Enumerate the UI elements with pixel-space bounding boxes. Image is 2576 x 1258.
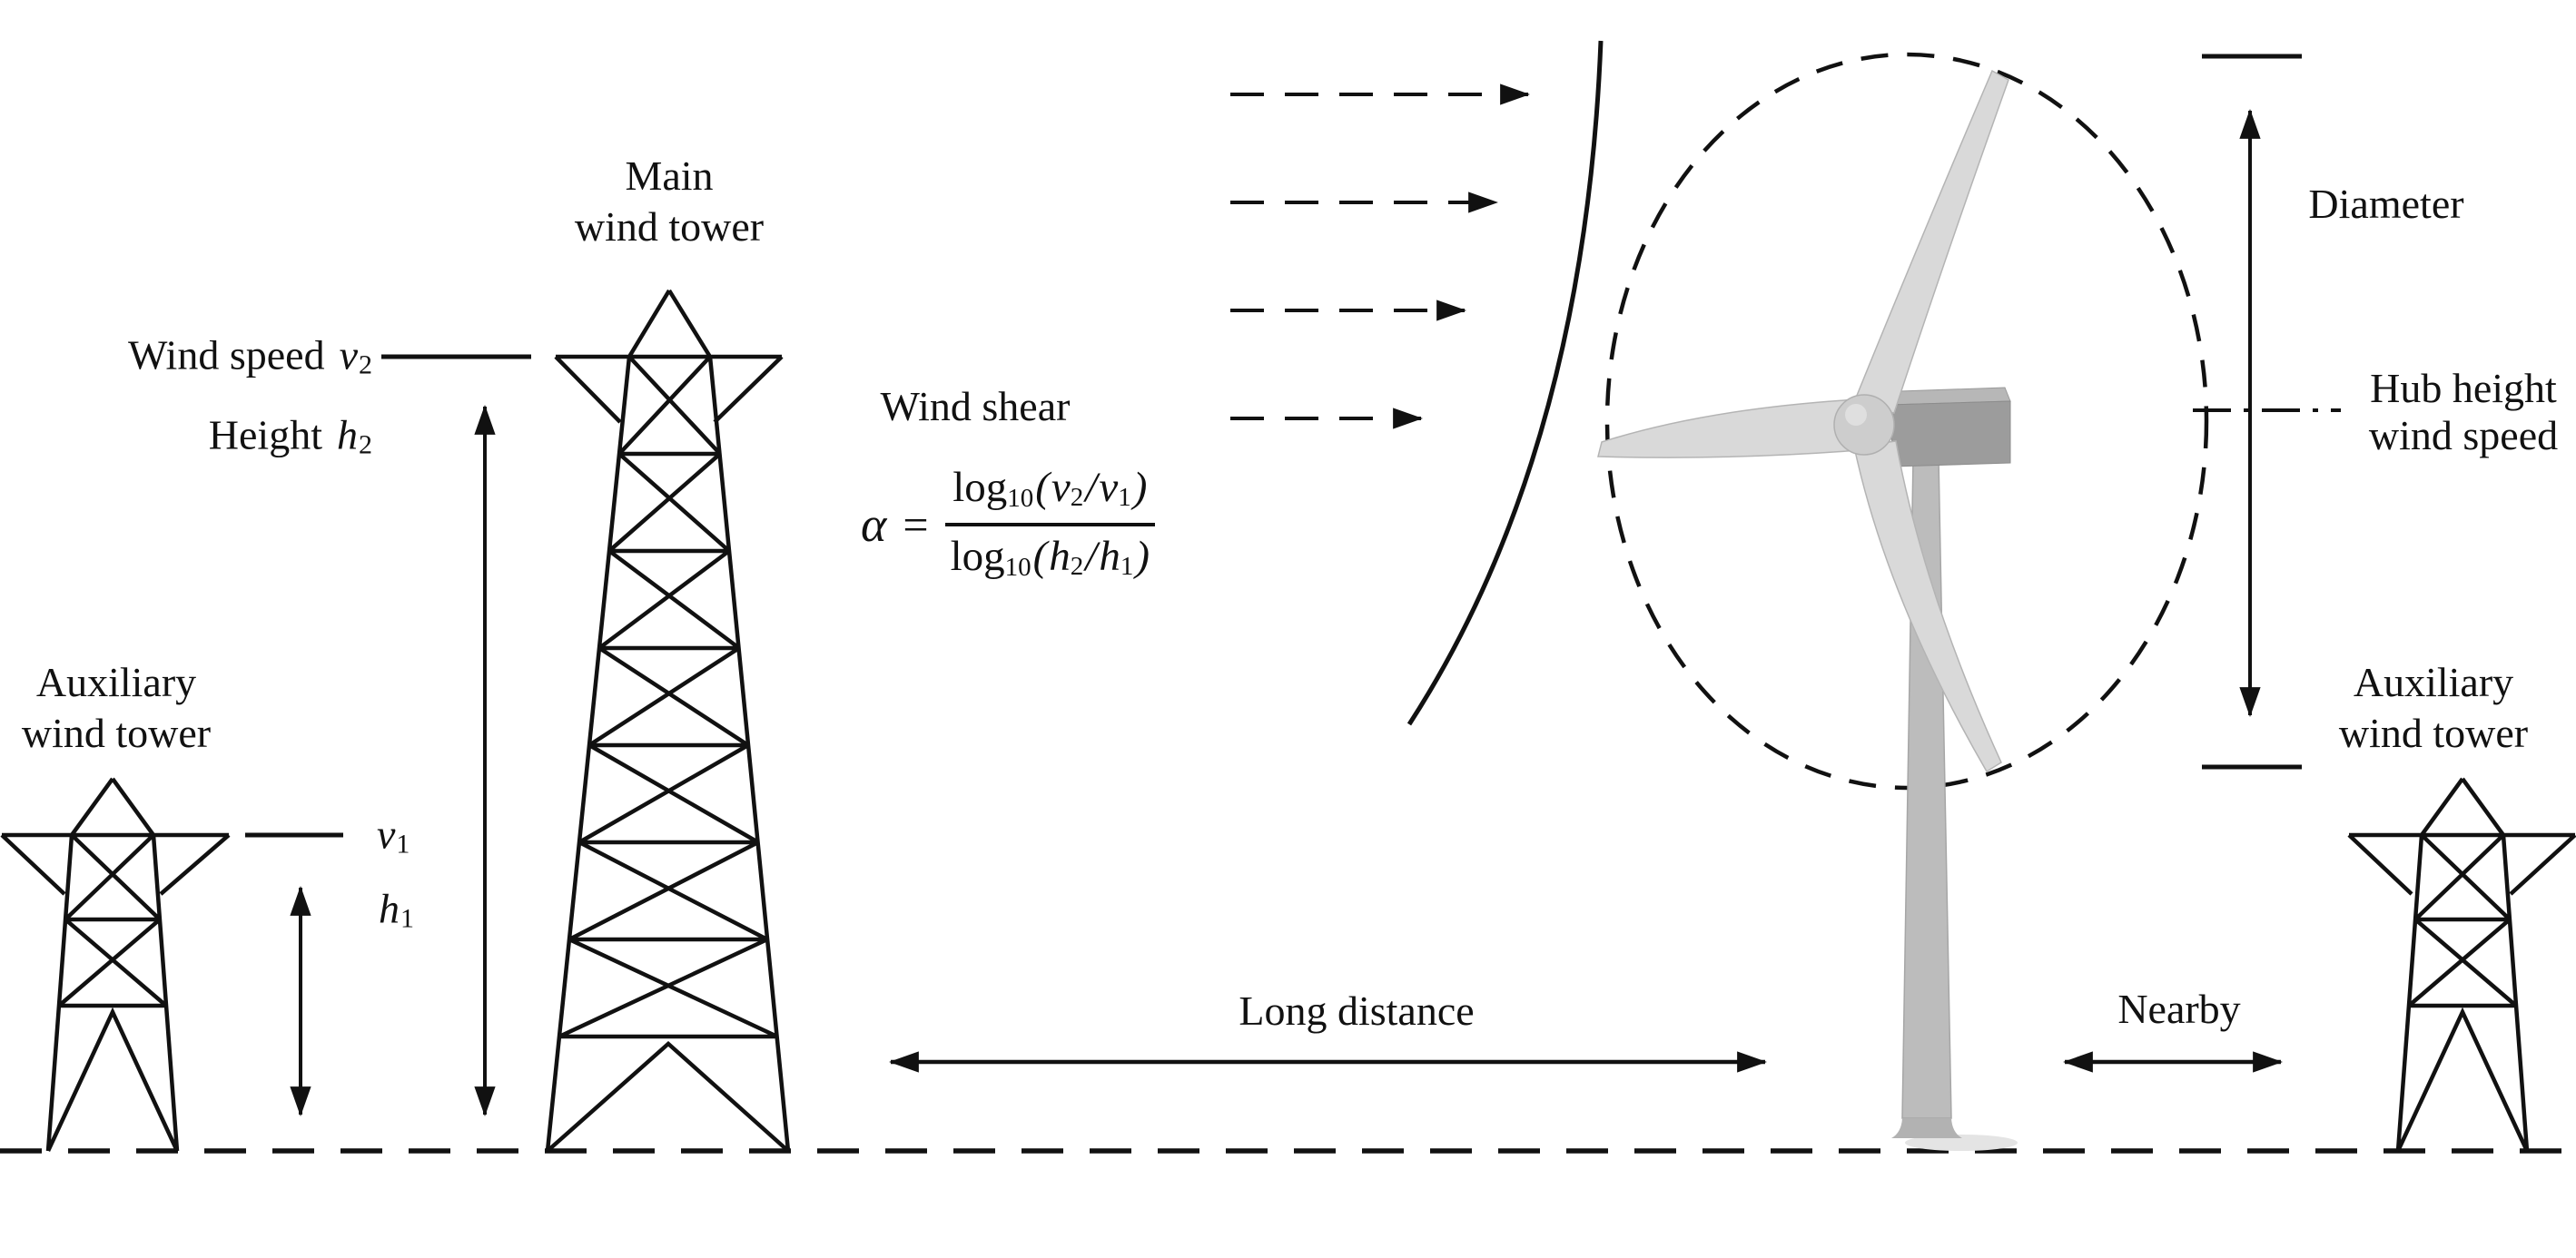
turbine-hub <box>1833 394 1895 456</box>
nearby-label-text: Nearby <box>2117 986 2241 1032</box>
nearby-label: Nearby <box>2117 984 2240 1035</box>
h1-symbol: h1 <box>379 885 414 934</box>
main-tower-label-line1: Main <box>625 152 714 199</box>
main-tower-label-line2: wind tower <box>574 203 765 250</box>
diameter-label: Diameter <box>2308 179 2463 230</box>
right-aux-tower-label: Auxiliary wind tower <box>2339 657 2528 759</box>
wind-turbine-graphic <box>1597 69 2018 1151</box>
wind-profile-curve <box>1406 40 1604 726</box>
h2-symbol: h2 <box>337 411 372 460</box>
long-distance-label: Long distance <box>1239 986 1474 1037</box>
left-aux-tower-label-line1: Auxiliary <box>35 659 197 705</box>
wind-speed-v2-label: Wind speed v2 <box>127 331 372 380</box>
wind-shear-title: Wind shear <box>881 381 1071 432</box>
turbine-blade-left <box>1597 398 1860 458</box>
right-aux-tower-label-line1: Auxiliary <box>2353 659 2514 705</box>
right-aux-tower-label-line2: wind tower <box>2338 710 2529 756</box>
height-h2-label: Height h2 <box>208 411 372 460</box>
formula-alpha: α <box>861 497 887 552</box>
formula-equals: = <box>903 499 929 550</box>
wind-shear-formula: α = log 10(v 2/v 1) log 10(h 2/h 1) <box>861 465 1155 585</box>
main-tower-graphic <box>545 289 791 1153</box>
turbine-blade-down <box>1853 440 2002 773</box>
rotor-sweep-ellipse <box>1604 52 2209 791</box>
diameter-label-text: Diameter <box>2308 181 2464 227</box>
left-aux-tower-label-line2: wind tower <box>21 710 212 756</box>
v1-label: v1 <box>377 811 410 860</box>
turbine-blade-up <box>1851 69 2009 414</box>
hub-height-label: Hub height wind speed <box>2369 365 2558 459</box>
formula-denominator: log 10(h 2/h 1) <box>950 533 1150 583</box>
long-distance-label-text: Long distance <box>1239 988 1475 1034</box>
turbine-shadow <box>1905 1135 2018 1151</box>
formula-fraction: log 10(v 2/v 1) log 10(h 2/h 1) <box>944 464 1155 585</box>
wind-speed-text: Wind speed <box>127 331 325 378</box>
v2-symbol: v2 <box>339 331 372 380</box>
turbine-pole-base <box>1891 1118 1962 1138</box>
left-aux-tower-graphic <box>0 777 231 1152</box>
hub-height-label-line2: wind speed <box>2368 412 2559 458</box>
right-aux-tower-graphic <box>2347 777 2576 1152</box>
wind-shear-title-text: Wind shear <box>880 383 1071 429</box>
turbine-nacelle <box>1888 400 2011 467</box>
main-tower-label: Main wind tower <box>575 151 764 252</box>
hub-height-label-line1: Hub height <box>2370 365 2557 411</box>
turbine-hub-highlight <box>1845 404 1867 426</box>
height-text: Height <box>208 411 322 458</box>
h1-label: h1 <box>379 885 414 934</box>
formula-numerator: log 10(v 2/v 1) <box>952 464 1148 514</box>
formula-fraction-bar <box>944 523 1155 526</box>
left-aux-tower-label: Auxiliary wind tower <box>22 657 211 759</box>
v1-symbol: v1 <box>377 811 410 860</box>
